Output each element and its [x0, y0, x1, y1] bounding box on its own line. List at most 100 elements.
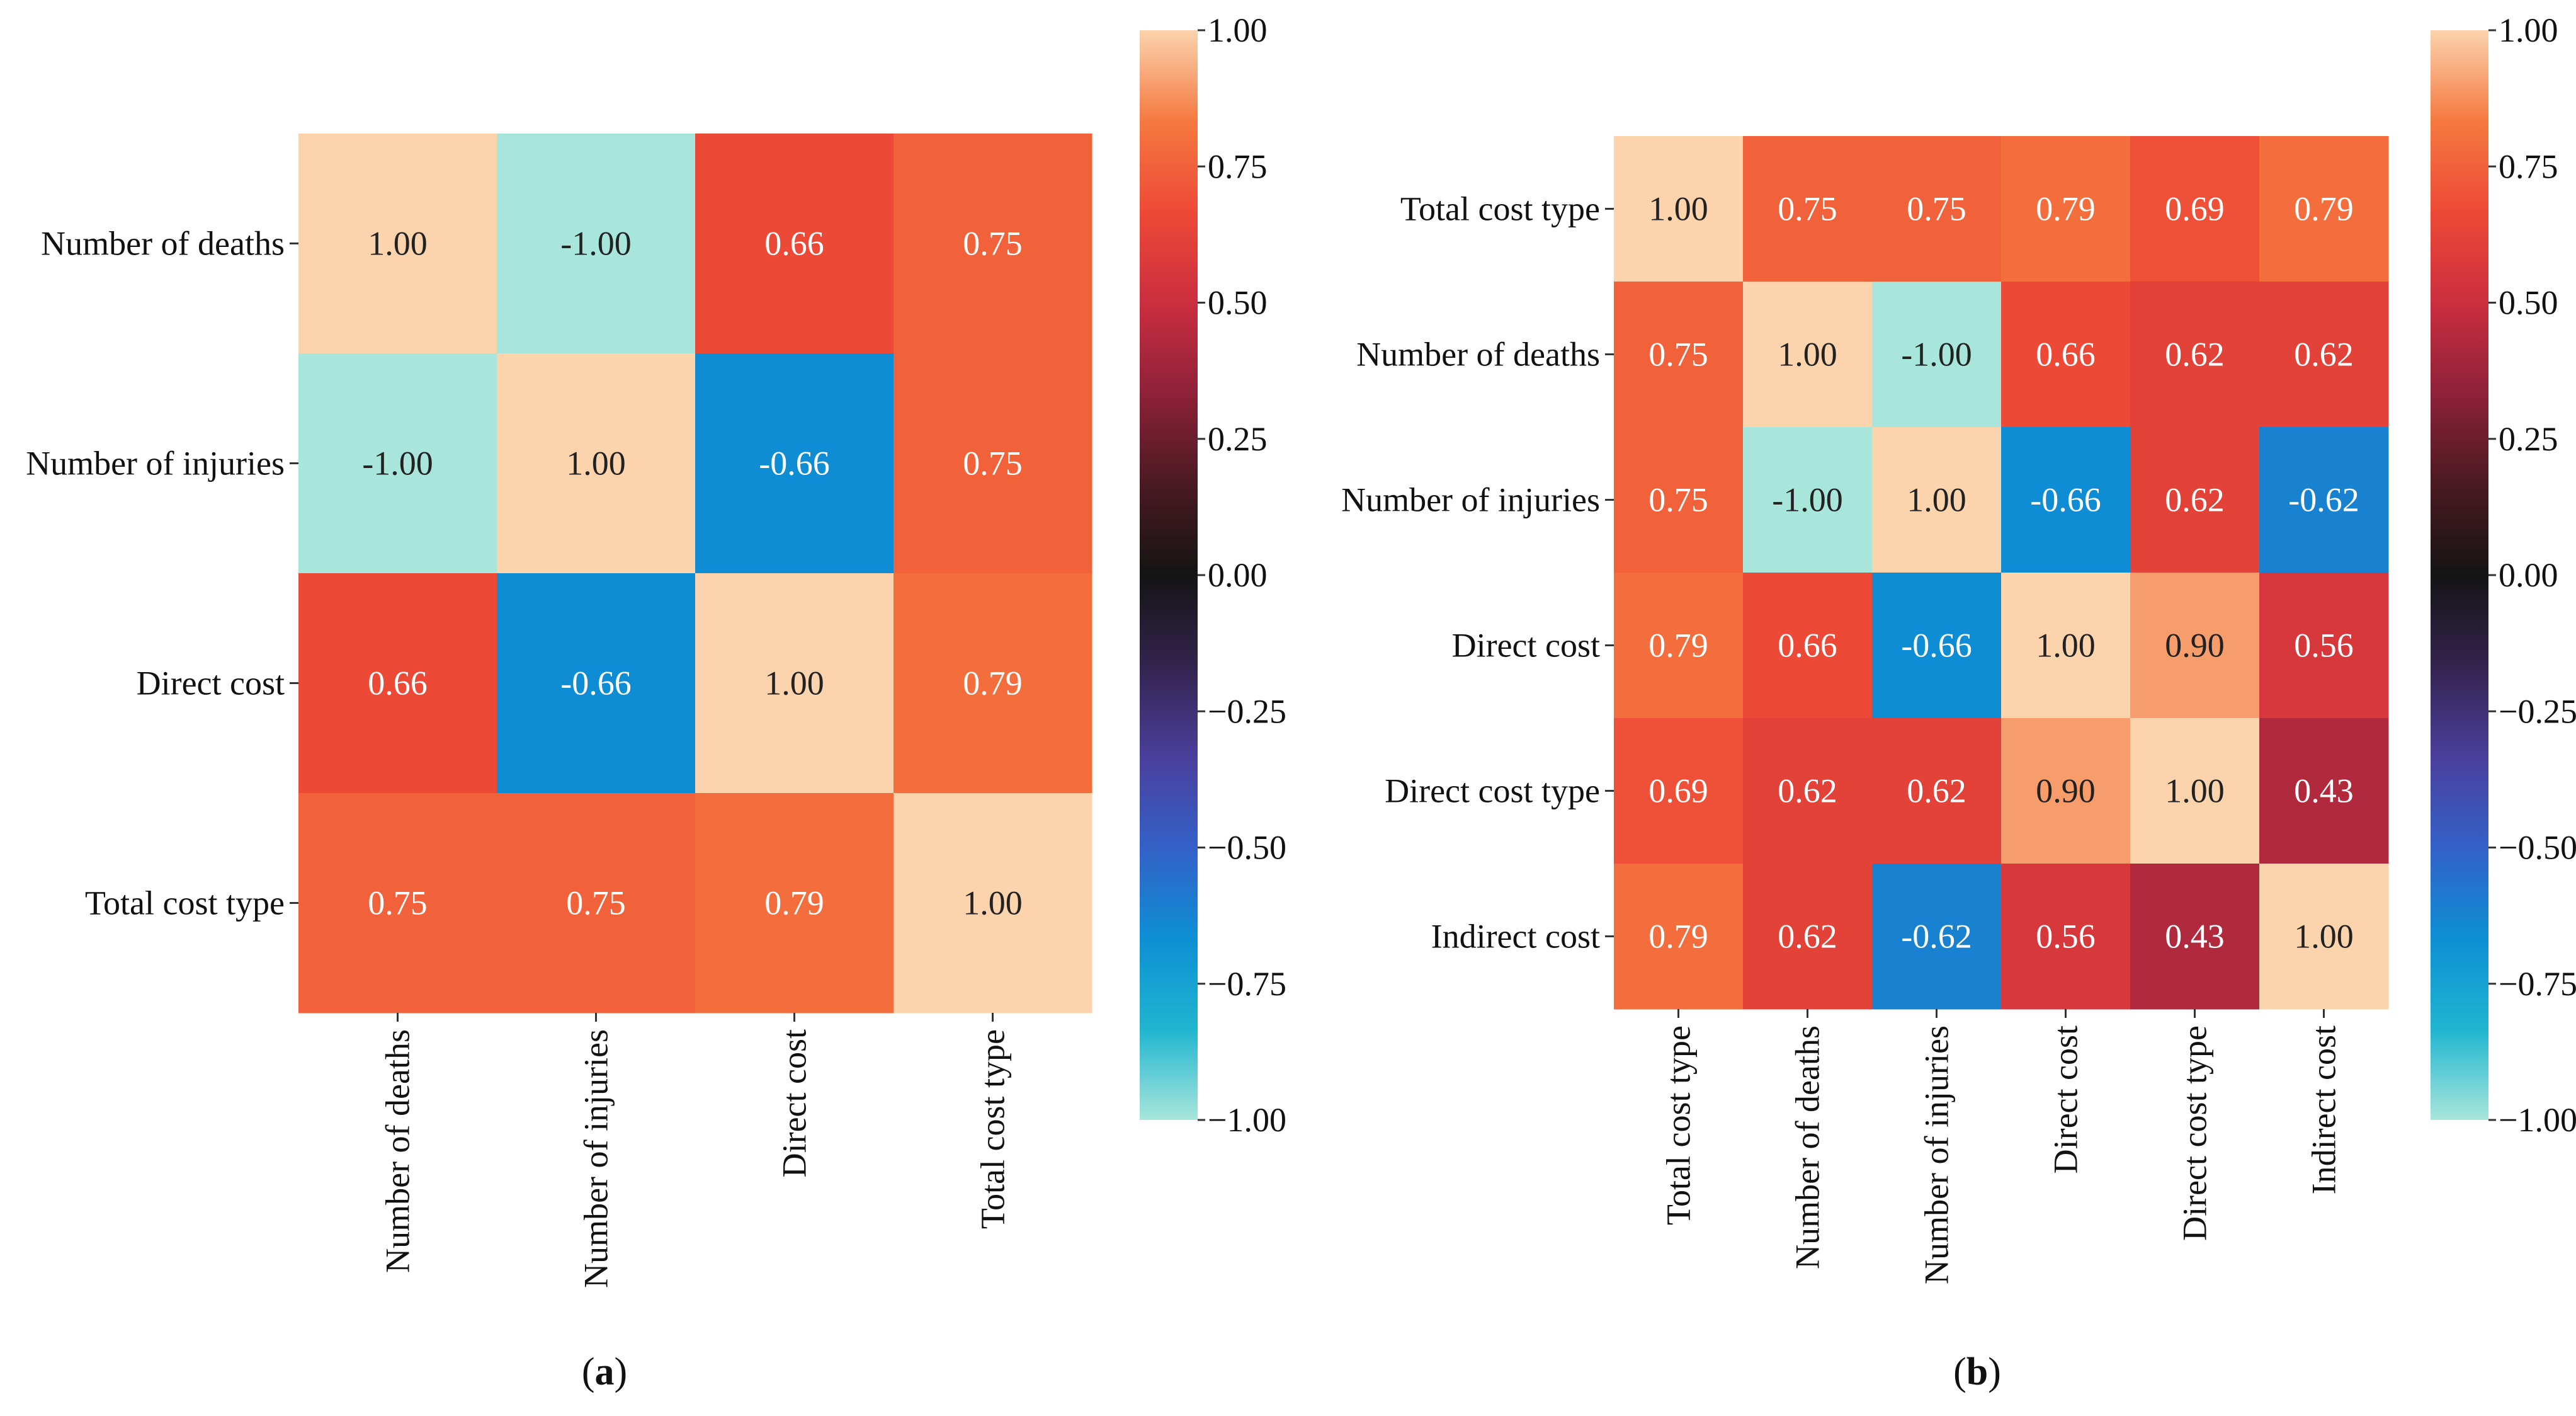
heatmap-cell [1614, 573, 1744, 719]
heatmap-cell [1614, 427, 1744, 573]
colorbar-b: 1.00 0.75 0.50 0.25 0.00 −0.25 −0.50 −0.75 −1.00 [2431, 11, 2576, 1139]
heatmap-cell [2259, 282, 2389, 428]
heatmap-cell [695, 793, 894, 1013]
cell-value-label: 0.66 [368, 665, 428, 702]
cell-value-label: 0.75 [566, 884, 626, 922]
heatmap-cell [894, 573, 1092, 794]
colorbar-tick-label: −1.00 [1208, 1101, 1286, 1139]
heatmap-cell [2001, 573, 2131, 719]
heatmap-cell [695, 134, 894, 354]
x-tick-label: Total cost type [1660, 1025, 1698, 1225]
cell-value-label: 0.75 [963, 445, 1023, 482]
colorbar-tick-label: 0.00 [1208, 556, 1268, 594]
cell-value-label: 0.62 [2165, 481, 2225, 519]
cell-value-label: 0.90 [2165, 627, 2225, 665]
colorbar-tick-label: 0.25 [1208, 420, 1268, 458]
heatmap-cell [2001, 282, 2131, 428]
heatmap-panel-b: 1.00 0.75 0.75 0.79 0.69 0.79 0.75 1.00 -1.00 0.6… [1341, 136, 2389, 1284]
heatmap-cell [1872, 864, 2002, 1010]
colorbar-tick-label: 0.25 [2499, 420, 2558, 458]
heatmap-cell [2130, 864, 2260, 1010]
cell-value-label: -0.66 [560, 665, 631, 702]
colorbar-tick-label: −0.25 [2499, 692, 2576, 730]
y-tick-label: Number of deaths [41, 225, 285, 263]
colorbar-gradient [2431, 30, 2488, 1120]
heatmap-cell [894, 134, 1092, 354]
heatmap-cell [2259, 136, 2389, 282]
heatmap-cell [2130, 427, 2260, 573]
x-tick-label: Number of injuries [1918, 1025, 1956, 1284]
heatmap-cell [2130, 573, 2260, 719]
heatmap-cell [2001, 427, 2131, 573]
panel-b-label: (b) [1953, 1350, 2001, 1393]
cell-value-label: 0.66 [764, 225, 824, 263]
colorbar-tick-label: −0.50 [1208, 829, 1286, 867]
colorbar-tick-label: 0.50 [1208, 284, 1268, 322]
colorbar-tick-label: 1.00 [2499, 11, 2558, 49]
colorbar-tick-label: 0.00 [2499, 556, 2558, 594]
cell-value-label: 0.62 [1778, 918, 1837, 956]
colorbar-tick-label: 0.50 [2499, 284, 2558, 322]
heatmap-cell [695, 353, 894, 574]
cell-value-label: -1.00 [1901, 336, 1972, 374]
cell-value-label: 0.79 [764, 884, 824, 922]
heatmap-cell [497, 573, 696, 794]
heatmap-cell [298, 573, 497, 794]
colorbar-tick-label: −1.00 [2499, 1101, 2576, 1139]
heatmap-cell [1614, 282, 1744, 428]
cell-value-label: 0.62 [1778, 772, 1837, 810]
cell-value-label: 0.75 [1907, 190, 1966, 228]
cell-value-label: 0.79 [2036, 190, 2096, 228]
cell-value-label: 0.56 [2036, 918, 2096, 956]
heatmap-cell [2259, 573, 2389, 719]
cell-value-label: 1.00 [1648, 190, 1708, 228]
cell-value-label: 0.62 [1907, 772, 1966, 810]
y-tick-label: Direct cost [137, 665, 285, 702]
heatmap-cell [1872, 573, 2002, 719]
cell-value-label: 0.75 [368, 884, 428, 922]
heatmap-cell [1872, 282, 2002, 428]
heatmap-cell [1614, 136, 1744, 282]
cell-value-label: 1.00 [566, 445, 626, 482]
heatmap-cell [1614, 864, 1744, 1010]
y-tick-label: Direct cost [1452, 627, 1600, 665]
heatmap-cell [1743, 427, 1873, 573]
heatmap-cell [695, 573, 894, 794]
heatmap-cell [894, 793, 1092, 1013]
y-tick-label: Total cost type [85, 884, 285, 922]
x-tick-label: Number of injuries [577, 1029, 615, 1288]
heatmap-cell [894, 353, 1092, 574]
heatmap-cell [497, 353, 696, 574]
cell-value-label: 1.00 [764, 665, 824, 702]
colorbar-tick-label: 0.75 [1208, 147, 1268, 185]
y-tick-label: Total cost type [1400, 190, 1600, 228]
y-tick-label: Number of deaths [1356, 336, 1600, 374]
cell-value-label: 0.66 [1778, 627, 1837, 665]
heatmap-panel-a: 1.00 -1.00 0.66 0.75 -1.00 1.00 -0.66 0.75 0.66 -… [26, 134, 1092, 1288]
cell-value-label: 0.75 [1648, 481, 1708, 519]
cell-value-label: 0.56 [2294, 627, 2354, 665]
cell-value-label: -0.66 [1901, 627, 1972, 665]
cell-value-label: 0.75 [1778, 190, 1837, 228]
cell-value-label: -1.00 [362, 445, 433, 482]
cell-value-label: 1.00 [368, 225, 428, 263]
colorbar-gradient [1140, 30, 1198, 1120]
cell-value-label: 0.62 [2165, 336, 2225, 374]
heatmap-cell [2130, 282, 2260, 428]
cell-value-label: 0.79 [2294, 190, 2354, 228]
colorbar-a: 1.00 0.75 0.50 0.25 0.00 −0.25 −0.50 −0.75 −1.00 [1140, 11, 1286, 1139]
cell-value-label: -0.62 [1901, 918, 1972, 956]
cell-value-label: 0.69 [1648, 772, 1708, 810]
heatmap-cell [497, 793, 696, 1013]
heatmap-cell [2130, 718, 2260, 864]
cell-value-label: 0.75 [1648, 336, 1708, 374]
colorbar-tick-label: 1.00 [1208, 11, 1268, 49]
cell-value-label: -0.66 [759, 445, 829, 482]
y-tick-label: Direct cost type [1385, 772, 1600, 810]
cell-value-label: 0.79 [1648, 627, 1708, 665]
x-tick-label: Direct cost [2047, 1025, 2085, 1173]
heatmap-cell [1743, 282, 1873, 428]
cell-value-label: 0.69 [2165, 190, 2225, 228]
cell-value-label: 0.43 [2165, 918, 2225, 956]
